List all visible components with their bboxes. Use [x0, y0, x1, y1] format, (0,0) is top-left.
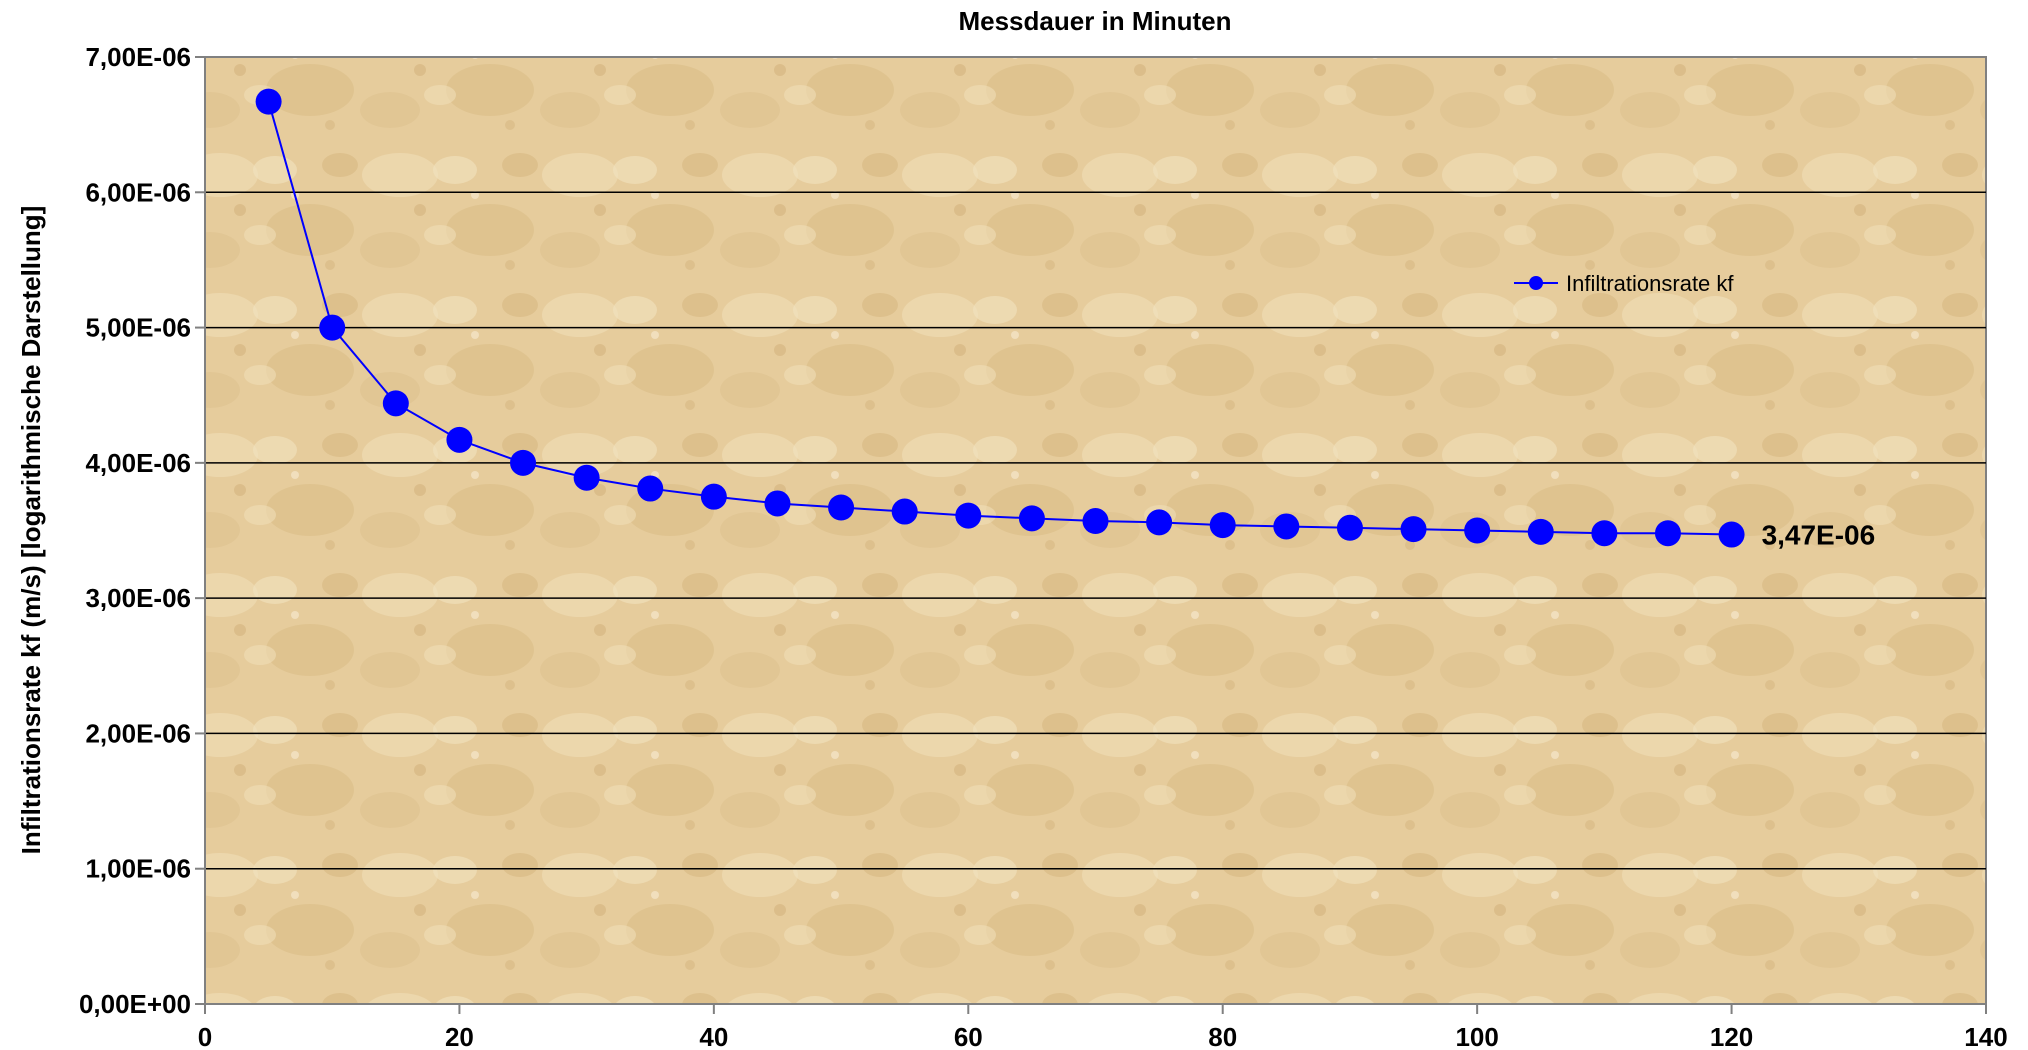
- annotations-layer: 3,47E-06: [1762, 520, 1876, 551]
- x-tick-label: 80: [1208, 1022, 1237, 1050]
- y-tick-label: 3,00E-06: [85, 583, 191, 613]
- x-tick-label: 120: [1710, 1022, 1753, 1050]
- x-tick-label: 140: [1964, 1022, 2007, 1050]
- x-axis-title: Messdauer in Minuten: [958, 6, 1231, 36]
- data-point: [1209, 512, 1236, 539]
- data-point: [1718, 521, 1745, 548]
- data-point: [1464, 517, 1491, 544]
- data-point: [1336, 514, 1363, 541]
- y-tick-label: 5,00E-06: [85, 313, 191, 343]
- x-tick-label: 0: [198, 1022, 212, 1050]
- data-label: 3,47E-06: [1762, 520, 1876, 551]
- y-axis-ticks: 0,00E+00 1,00E-06 2,00E-06 3,00E-06 4,00E-06…: [79, 42, 205, 1019]
- data-point: [1273, 513, 1300, 540]
- data-point: [1591, 520, 1618, 547]
- x-tick-label: 100: [1455, 1022, 1498, 1050]
- x-tick-label: 20: [445, 1022, 474, 1050]
- y-tick-label: 1,00E-06: [85, 854, 191, 884]
- data-point: [573, 464, 600, 491]
- axes: [204, 57, 1986, 1005]
- y-tick-label: 4,00E-06: [85, 448, 191, 478]
- data-point: [382, 390, 409, 417]
- data-point: [1082, 508, 1109, 535]
- y-tick-label: 6,00E-06: [85, 177, 191, 207]
- data-point: [891, 498, 918, 525]
- data-point: [637, 475, 664, 502]
- data-point: [1400, 516, 1427, 543]
- data-point: [446, 426, 473, 453]
- y-tick-label: 2,00E-06: [85, 718, 191, 748]
- legend: Infiltrationsrate kf: [1514, 271, 1734, 296]
- x-axis-ticks: 0 20 40 60 80 100 120 140: [198, 1004, 2008, 1050]
- data-point: [955, 502, 982, 529]
- data-point: [828, 494, 855, 521]
- data-point: [1146, 509, 1173, 536]
- y-tick-label: 0,00E+00: [79, 989, 191, 1019]
- data-point: [700, 483, 727, 510]
- data-point: [764, 490, 791, 517]
- data-point: [255, 88, 282, 115]
- grid-lines: [205, 191, 1986, 870]
- data-point: [1654, 520, 1681, 547]
- legend-label: Infiltrationsrate kf: [1566, 271, 1734, 296]
- legend-marker: [1529, 276, 1543, 290]
- x-tick-label: 60: [954, 1022, 983, 1050]
- data-point: [1018, 505, 1045, 532]
- data-point: [1527, 518, 1554, 545]
- y-axis-title: Infiltrationsrate kf (m/s) [logarithmisc…: [16, 206, 46, 855]
- data-point: [319, 314, 346, 341]
- x-tick-label: 40: [699, 1022, 728, 1050]
- y-tick-label: 7,00E-06: [85, 42, 191, 72]
- data-point: [510, 449, 537, 476]
- series-layer: [255, 88, 1745, 548]
